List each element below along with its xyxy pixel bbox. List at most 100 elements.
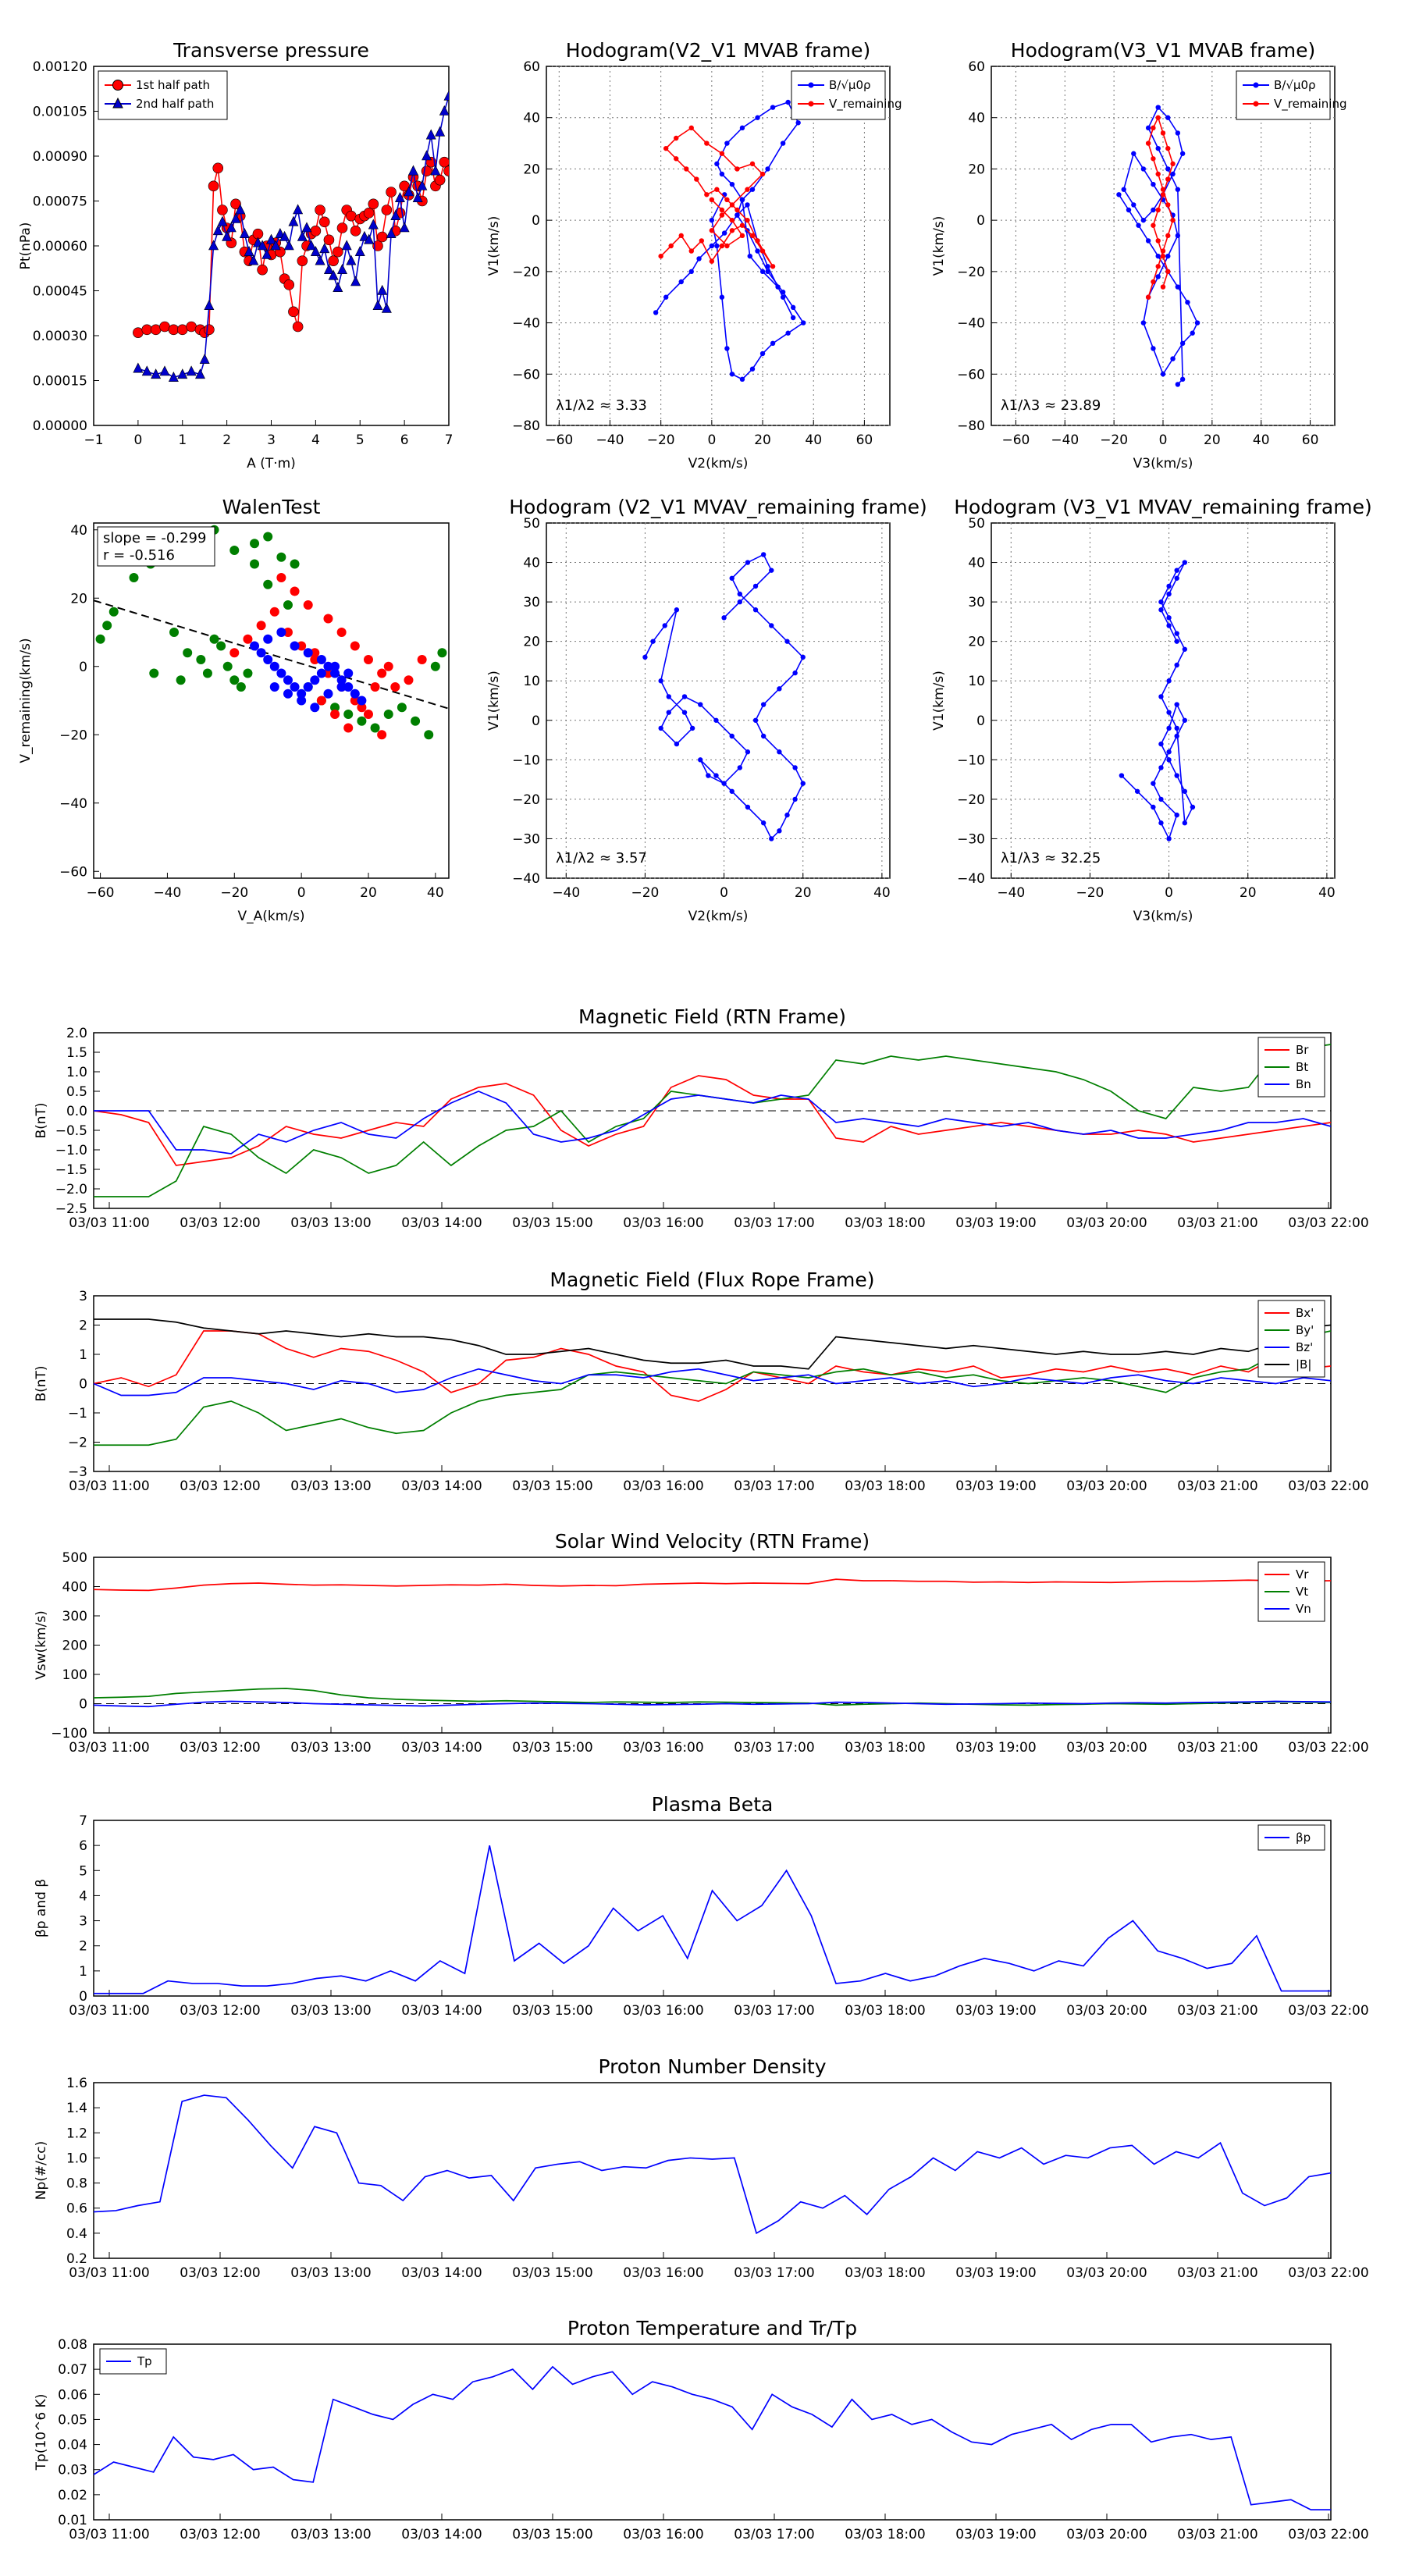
y-tick-label: 10: [968, 674, 985, 689]
legend: B/√μ0ρ V_remaining: [1236, 70, 1347, 120]
data-point: [694, 176, 699, 182]
y-tick-label: −40: [512, 871, 540, 887]
data-point: [1166, 710, 1172, 715]
data-point: [792, 796, 798, 802]
x-tick-label: 03/03 11:00: [69, 1215, 149, 1231]
data-point: [721, 230, 727, 236]
data-point: [709, 217, 715, 223]
data-point: [257, 264, 268, 276]
data-point: [752, 717, 759, 723]
data-point: [769, 568, 774, 573]
data-point: [176, 675, 186, 685]
data-point: [306, 240, 317, 251]
data-point: [283, 688, 293, 699]
y-tick-label: −2.0: [55, 1182, 87, 1197]
plot-body: [653, 99, 806, 382]
data-point: [319, 243, 330, 254]
x-tick-label: −20: [647, 432, 675, 448]
data-point: [729, 217, 735, 223]
data-point: [721, 615, 727, 621]
data-point: [1151, 804, 1156, 810]
data-point: [1119, 773, 1125, 778]
data-point: [735, 207, 740, 213]
data-point: [719, 243, 725, 249]
data-point: [745, 187, 750, 192]
ratio-annotation: λ1/λ3 ≈ 32.25: [1001, 850, 1101, 866]
data-point: [102, 621, 112, 631]
data-point: [1166, 757, 1172, 763]
series-line-bt: [94, 1044, 1332, 1197]
data-point: [1174, 662, 1179, 668]
plot-frame: [991, 522, 1336, 879]
y-tick-label: −30: [512, 831, 540, 847]
x-tick-label: 03/03 18:00: [845, 1215, 925, 1231]
data-point: [346, 254, 357, 265]
data-point: [1182, 560, 1188, 565]
chart-title: Plasma Beta: [652, 1793, 774, 1816]
x-tick-label: 03/03 15:00: [512, 2527, 592, 2542]
data-point: [713, 773, 719, 778]
data-point: [759, 350, 766, 357]
x-tick-label: 03/03 20:00: [1066, 2265, 1147, 2281]
x-tick-label: 03/03 19:00: [955, 1740, 1036, 1756]
data-point: [229, 546, 240, 555]
chart-title: Hodogram (V3_V1 MVAV_remaining frame): [954, 496, 1372, 518]
data-point: [368, 219, 379, 229]
series-b-0-: [653, 99, 806, 382]
x-axis-label: V3(km/s): [1133, 456, 1193, 471]
x-tick-label: 03/03 20:00: [1066, 1740, 1147, 1756]
data-point: [293, 204, 304, 215]
chart-title: Solar Wind Velocity (RTN Frame): [555, 1530, 870, 1553]
y-tick-label: 30: [523, 595, 540, 610]
y-tick-label: 100: [62, 1667, 87, 1683]
series-line--p: [94, 1845, 1331, 1994]
legend-label: B/√μ0ρ: [829, 78, 871, 92]
data-point: [729, 372, 735, 377]
data-point: [760, 733, 767, 739]
data-point: [176, 324, 188, 336]
data-point: [780, 141, 786, 146]
data-point: [310, 245, 321, 256]
data-point: [1179, 376, 1186, 382]
data-point: [790, 304, 796, 311]
data-point: [330, 661, 340, 671]
data-point: [370, 682, 380, 692]
panel-10: Proton Number Density 03/03 11:00 03/03 12…: [34, 2055, 1369, 2281]
x-tick-label: 03/03 15:00: [512, 2265, 592, 2281]
data-point: [343, 710, 354, 719]
data-point: [204, 324, 215, 336]
data-point: [800, 654, 806, 660]
data-point: [381, 302, 392, 313]
data-point: [350, 641, 360, 651]
data-point: [1160, 253, 1166, 259]
series-line--b-: [94, 1318, 1332, 1370]
y-tick-label: −40: [59, 796, 87, 812]
x-tick-label: −40: [596, 432, 624, 448]
data-point: [368, 198, 379, 210]
data-point: [1182, 820, 1188, 826]
ratio-annotation: λ1/λ2 ≈ 3.33: [556, 397, 647, 414]
y-tick-label: 5: [79, 1863, 87, 1879]
legend-label: Tp: [137, 2354, 152, 2368]
y-tick-label: 40: [968, 111, 985, 126]
data-point: [297, 255, 308, 266]
data-point: [739, 222, 745, 228]
data-point: [674, 135, 679, 141]
data-point: [1174, 773, 1179, 778]
y-tick-label: −40: [957, 316, 985, 332]
data-point: [1158, 607, 1164, 613]
data-point: [760, 702, 767, 707]
x-axis-label: V3(km/s): [1133, 909, 1193, 924]
data-point: [350, 688, 360, 699]
y-tick-label: −10: [957, 753, 985, 768]
data-point: [363, 710, 373, 719]
legend-label: Vt: [1296, 1585, 1308, 1599]
y-tick-label: −2.5: [55, 1201, 87, 1217]
legend-label: Br: [1296, 1043, 1309, 1057]
data-point: [737, 765, 743, 770]
x-tick-label: 03/03 21:00: [1177, 1215, 1257, 1231]
data-point: [283, 279, 295, 290]
data-point: [724, 346, 730, 351]
y-tick-label: 1: [79, 1964, 87, 1980]
data-point: [719, 212, 725, 218]
